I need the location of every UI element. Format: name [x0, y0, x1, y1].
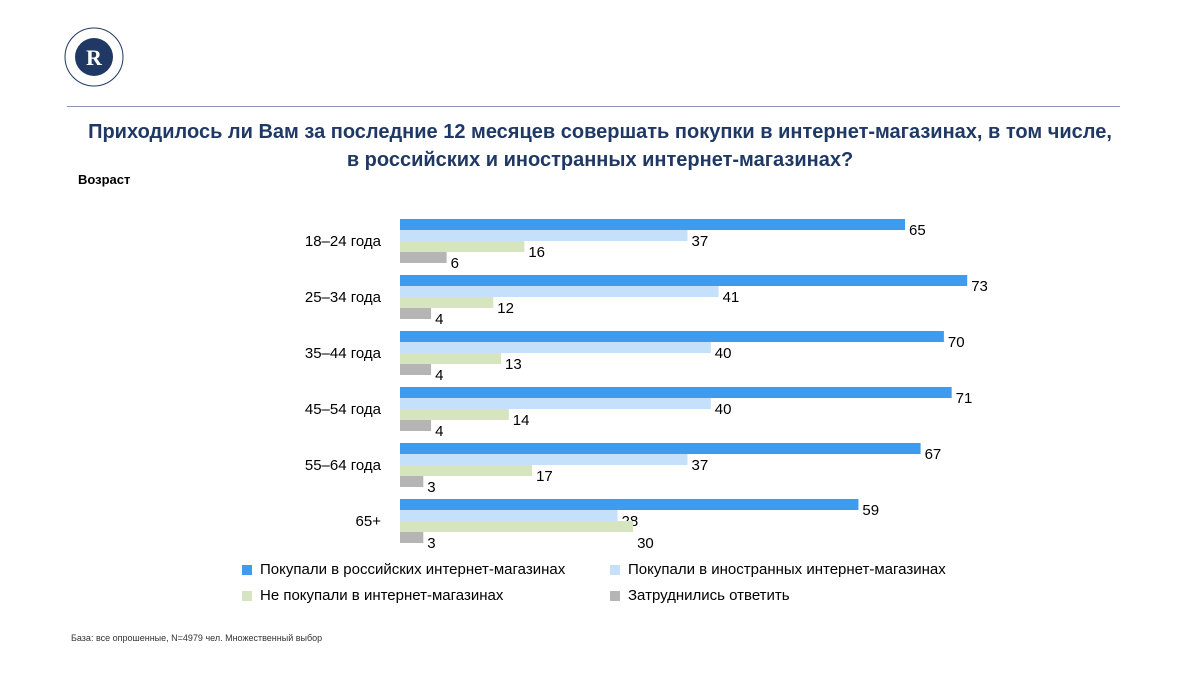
legend-item-unsure: Затруднились ответить — [610, 587, 790, 604]
chart-title: Приходилось ли Вам за последние 12 месяц… — [88, 121, 1112, 171]
legend-swatch — [242, 564, 252, 575]
data-label: 73 — [971, 278, 988, 295]
category-label: 65+ — [356, 513, 382, 530]
legend-item-none: Не покупали в интернет-магазинах — [242, 587, 503, 604]
category-label: 25–34 года — [305, 289, 382, 306]
bar — [400, 286, 719, 297]
bar — [400, 342, 711, 353]
data-label: 65 — [909, 222, 926, 239]
data-label: 14 — [513, 412, 530, 429]
bar — [400, 364, 432, 375]
bar — [400, 252, 447, 263]
data-label: 17 — [536, 468, 553, 485]
data-label: 67 — [925, 446, 942, 463]
data-label: 59 — [862, 502, 879, 519]
data-label: 71 — [956, 390, 973, 407]
bar — [400, 308, 432, 319]
data-label: 3 — [427, 535, 435, 552]
legend-swatch — [610, 590, 620, 601]
data-label: 40 — [715, 345, 732, 362]
bar — [400, 499, 859, 510]
category-label: 45–54 года — [305, 401, 382, 418]
bar — [400, 454, 688, 465]
data-label: 4 — [435, 367, 443, 384]
bar — [400, 387, 952, 398]
svg-text:R: R — [86, 45, 103, 70]
data-label: 30 — [637, 535, 654, 552]
data-label: 13 — [505, 356, 522, 373]
bar — [400, 219, 906, 230]
legend-item-russian: Покупали в российских интернет-магазинах — [242, 561, 565, 578]
category-label: 55–64 года — [305, 457, 382, 474]
bar — [400, 230, 688, 241]
legend-swatch — [610, 564, 620, 575]
data-label: 12 — [497, 300, 514, 317]
footnote: База: все опрошенные, N=4979 чел. Множес… — [71, 633, 323, 643]
bar — [400, 241, 525, 252]
legend-label: Не покупали в интернет-магазинах — [260, 587, 504, 604]
hse-logo: R — [64, 27, 124, 87]
data-label: 40 — [715, 401, 732, 418]
bar — [400, 476, 424, 487]
legend-label: Покупали в иностранных интернет-магазина… — [628, 561, 946, 578]
bar — [400, 465, 533, 476]
data-label: 70 — [948, 334, 965, 351]
legend-swatch — [242, 590, 252, 601]
category-label: 35–44 года — [305, 345, 382, 362]
bar — [400, 297, 494, 308]
legend-item-foreign: Покупали в иностранных интернет-магазина… — [610, 561, 946, 578]
bar — [400, 275, 968, 286]
category-label: 18–24 года — [305, 233, 382, 250]
bar — [400, 353, 502, 364]
bar — [400, 443, 921, 454]
data-label: 37 — [691, 457, 708, 474]
bar — [400, 398, 711, 409]
data-label: 41 — [723, 289, 740, 306]
data-label: 3 — [427, 479, 435, 496]
data-label: 4 — [435, 311, 443, 328]
bar — [400, 331, 944, 342]
legend-label: Покупали в российских интернет-магазинах — [260, 561, 566, 578]
bar — [400, 521, 634, 532]
bar — [400, 532, 424, 543]
chart-subtitle: Возраст — [78, 172, 131, 187]
header-divider — [67, 106, 1120, 107]
bar — [400, 409, 509, 420]
legend-label: Затруднились ответить — [628, 587, 790, 604]
data-label: 16 — [528, 244, 545, 261]
data-label: 37 — [691, 233, 708, 250]
data-label: 6 — [451, 255, 459, 272]
bar — [400, 510, 618, 521]
data-label: 4 — [435, 423, 443, 440]
bar — [400, 420, 432, 431]
